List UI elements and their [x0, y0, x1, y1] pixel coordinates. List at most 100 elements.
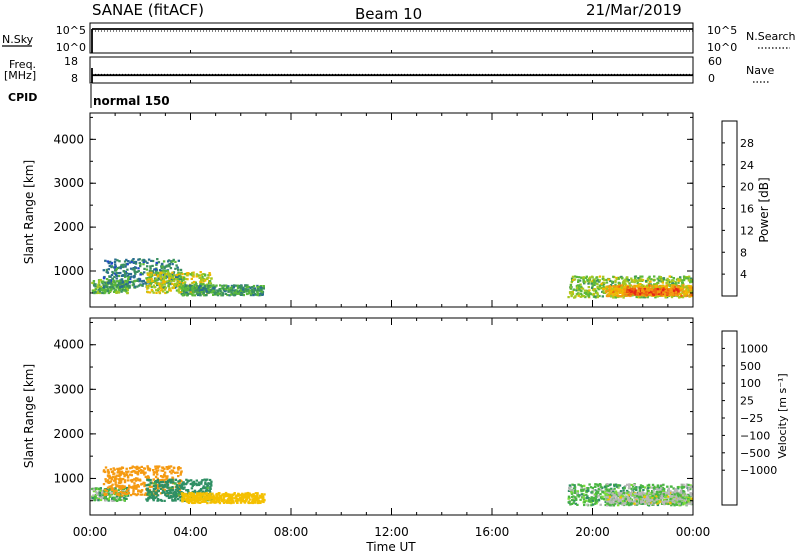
data-cell	[178, 281, 181, 284]
data-cell	[163, 473, 166, 476]
data-cell	[635, 279, 638, 283]
data-cell	[689, 281, 692, 284]
data-cell	[150, 259, 153, 262]
data-cell	[634, 492, 637, 495]
data-cell	[683, 499, 687, 503]
data-cell	[208, 280, 212, 283]
data-cell	[627, 494, 630, 497]
data-cell	[199, 281, 203, 284]
data-cell	[140, 271, 143, 275]
data-cell	[157, 469, 160, 472]
data-cell	[570, 295, 573, 298]
data-cell	[664, 289, 667, 292]
data-cell	[128, 486, 131, 489]
data-cell	[106, 289, 110, 292]
data-cell	[177, 490, 180, 493]
data-cell	[108, 264, 111, 268]
data-cell	[112, 272, 115, 275]
data-cell	[252, 291, 255, 294]
data-cell	[689, 279, 692, 283]
data-cell	[649, 501, 652, 504]
data-cell	[639, 495, 642, 498]
data-cell	[202, 283, 205, 286]
data-cell	[622, 280, 625, 284]
data-cell	[148, 485, 151, 488]
data-cell	[253, 287, 256, 290]
data-cell	[584, 276, 588, 280]
data-cell	[134, 477, 138, 480]
data-cell	[680, 491, 683, 495]
data-cell	[689, 502, 693, 505]
data-cell	[174, 490, 177, 493]
data-cell	[169, 479, 173, 483]
data-cell	[570, 281, 573, 284]
data-cell	[110, 478, 113, 481]
data-cell	[161, 286, 165, 289]
data-cell	[614, 490, 618, 493]
data-cell	[585, 293, 588, 296]
data-cell	[668, 281, 672, 284]
data-cell	[171, 275, 175, 278]
data-cell	[160, 479, 163, 482]
data-cell	[676, 288, 679, 291]
data-cell	[177, 283, 181, 287]
data-cell	[119, 286, 122, 289]
data-cell	[248, 495, 251, 498]
data-cell	[106, 271, 109, 274]
data-cell	[113, 479, 116, 482]
data-cell	[175, 484, 179, 487]
data-cell	[180, 491, 183, 494]
data-cell	[654, 287, 657, 291]
data-cell	[686, 501, 689, 504]
data-cell	[162, 260, 166, 263]
data-cell	[137, 284, 141, 287]
data-cell	[97, 291, 100, 294]
data-cell	[625, 293, 629, 296]
data-cell	[192, 493, 195, 496]
data-cell	[671, 291, 674, 295]
data-cell	[147, 479, 151, 482]
data-cell	[660, 278, 663, 281]
data-cell	[142, 471, 145, 474]
data-cell	[126, 282, 129, 286]
data-cell	[155, 471, 159, 474]
data-cell	[119, 285, 122, 288]
data-cell	[198, 496, 201, 499]
data-cell	[641, 289, 644, 292]
data-cell	[232, 501, 235, 504]
data-cell	[101, 491, 104, 494]
data-cell	[116, 467, 119, 470]
data-cell	[570, 293, 573, 296]
data-cell	[653, 485, 656, 488]
data-cell	[174, 495, 178, 499]
data-cell	[680, 284, 684, 287]
data-cell	[166, 270, 169, 273]
data-cell	[200, 500, 204, 503]
data-cell	[571, 483, 574, 486]
data-cell	[646, 279, 650, 282]
data-cell	[242, 294, 245, 297]
data-cell	[148, 493, 151, 496]
data-cell	[148, 278, 152, 281]
data-cell	[579, 283, 582, 286]
data-cell	[112, 497, 116, 501]
data-cell	[568, 291, 572, 294]
data-cell	[232, 500, 235, 503]
data-cell	[199, 495, 203, 498]
data-cell	[259, 292, 262, 295]
data-cell	[624, 283, 627, 286]
data-cell	[170, 472, 173, 475]
data-cell	[191, 481, 194, 484]
data-cell	[115, 274, 119, 278]
data-cell	[137, 270, 140, 273]
data-cell	[679, 293, 683, 296]
data-cell	[192, 482, 196, 485]
data-cell	[209, 497, 213, 500]
data-cell	[628, 282, 631, 285]
data-cell	[107, 262, 110, 265]
data-cell	[666, 292, 669, 295]
data-cell	[674, 289, 678, 292]
data-cell	[638, 486, 641, 489]
data-cell	[623, 499, 626, 502]
data-cell	[617, 281, 620, 284]
